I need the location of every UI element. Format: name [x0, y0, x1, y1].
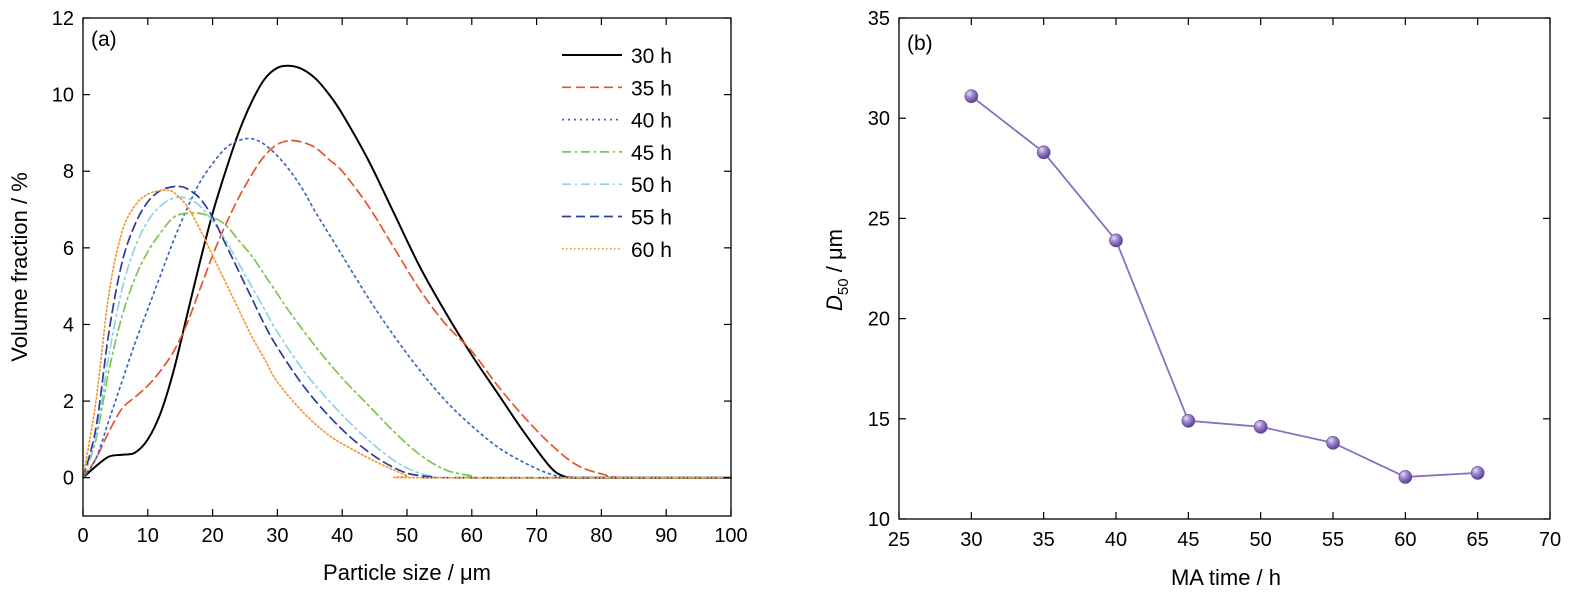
panel-b-y-tick-label: 30 [868, 108, 890, 130]
panel-b-x-tick-label: 35 [1033, 529, 1055, 551]
panel-a-y-tick-label: 6 [63, 238, 74, 260]
d50-data-point [1109, 233, 1123, 248]
panel-b-x-tick-label: 30 [960, 529, 982, 551]
panel-a-x-tick-label: 90 [655, 525, 677, 547]
panel-a-x-tick-label: 70 [525, 525, 547, 547]
d50-data-point [1398, 470, 1413, 484]
panel-a-y-tick-label: 12 [52, 8, 74, 30]
d50-data-point [964, 89, 979, 103]
panel-a-y-tick-label: 8 [63, 161, 74, 183]
panel-b-x-axis-title: MA time / h [1171, 565, 1281, 590]
d50-data-point [1036, 145, 1051, 160]
panel-b-x-tick-label: 25 [888, 529, 910, 551]
panel-a-y-tick-label: 10 [52, 85, 74, 107]
panel-b-y-axis-title-main: D [822, 295, 847, 311]
panel-a-y-axis-title: Volume fraction / % [7, 172, 32, 362]
panel-b-y-axis-title: D50 / μm [822, 229, 852, 311]
series-line-60h [82, 189, 732, 479]
panel-b-y-tick-label: 10 [868, 509, 890, 531]
panel-b-y-tick-label: 15 [868, 409, 890, 431]
series-line-40h [82, 137, 732, 479]
legend-label-40h: 40 h [631, 110, 672, 133]
panel-b-x-tick-label: 50 [1250, 529, 1272, 551]
legend-label-45h: 45 h [631, 142, 672, 165]
panel-b-x-tick-label: 45 [1177, 529, 1199, 551]
panel-a-x-tick-label: 50 [396, 525, 418, 547]
panel-b-frame [898, 17, 1551, 520]
legend-label-35h: 35 h [631, 77, 672, 100]
panel-a-volume-fraction-chart: 0 10 20 30 40 50 60 70 80 90 100 0 2 4 6 8 10 12 (a) Part… [7, 8, 748, 585]
panel-b-label: (b) [907, 32, 933, 55]
panel-a-y-tick-label: 4 [63, 314, 74, 336]
panel-b-y-tick-label: 25 [868, 208, 890, 230]
legend-label-55h: 55 h [631, 207, 672, 230]
panel-b-y-axis-title-subscript: 50 [835, 278, 852, 295]
panel-a-x-tick-label: 0 [77, 525, 88, 547]
panel-a-x-tick-label: 30 [266, 525, 288, 547]
d50-series-line [970, 95, 1478, 478]
panel-a-y-tick-label: 0 [63, 468, 74, 490]
panel-a-x-tick-label: 40 [331, 525, 353, 547]
d50-data-point [1326, 436, 1340, 450]
panel-a-x-tick-label: 100 [714, 525, 747, 547]
legend-label-50h: 50 h [631, 174, 672, 197]
panel-b-y-tick-label: 35 [868, 8, 890, 30]
panel-b-y-tick-label: 20 [868, 309, 890, 331]
panel-b-ticks: 25 30 35 40 45 50 55 60 65 70 10 15 20 25 30 35 [868, 8, 1561, 551]
panel-b-x-tick-label: 40 [1105, 529, 1127, 551]
series-line-55h [82, 185, 732, 479]
panel-b-y-axis-title-unit: / μm [822, 229, 847, 278]
panel-b-x-tick-label: 70 [1539, 529, 1561, 551]
panel-a-label: (a) [91, 28, 117, 51]
panel-a-plot-area [82, 64, 732, 479]
d50-data-point [1253, 420, 1268, 434]
panel-a-x-tick-label: 10 [137, 525, 159, 547]
panel-b-d50-chart: 25 30 35 40 45 50 55 60 65 70 10 15 20 25 30 35 (b) MA … [822, 8, 1561, 590]
series-line-30h [82, 64, 732, 479]
panel-a-y-tick-label: 2 [63, 391, 74, 413]
panel-b-x-tick-label: 55 [1322, 529, 1344, 551]
series-line-50h [82, 196, 732, 479]
d50-data-point [1181, 414, 1196, 428]
panel-a-x-tick-label: 80 [590, 525, 612, 547]
panel-a-x-tick-label: 20 [201, 525, 223, 547]
legend-label-30h: 30 h [631, 45, 672, 68]
series-line-35h [82, 139, 732, 479]
panel-a-legend: 30 h 35 h 40 h 45 h 50 h 55 h 60 h [562, 45, 672, 262]
panel-b-x-tick-label: 65 [1467, 529, 1489, 551]
d50-data-point [1470, 466, 1485, 480]
panel-b-plot-area [964, 89, 1485, 484]
panel-a-x-tick-label: 60 [461, 525, 483, 547]
panel-a-ticks: 0 10 20 30 40 50 60 70 80 90 100 0 2 4 6 8 10 12 [52, 8, 748, 547]
panel-b-x-tick-label: 60 [1394, 529, 1416, 551]
series-line-45h [82, 212, 732, 479]
legend-label-60h: 60 h [631, 239, 672, 262]
panel-a-x-axis-title: Particle size / μm [323, 560, 491, 585]
